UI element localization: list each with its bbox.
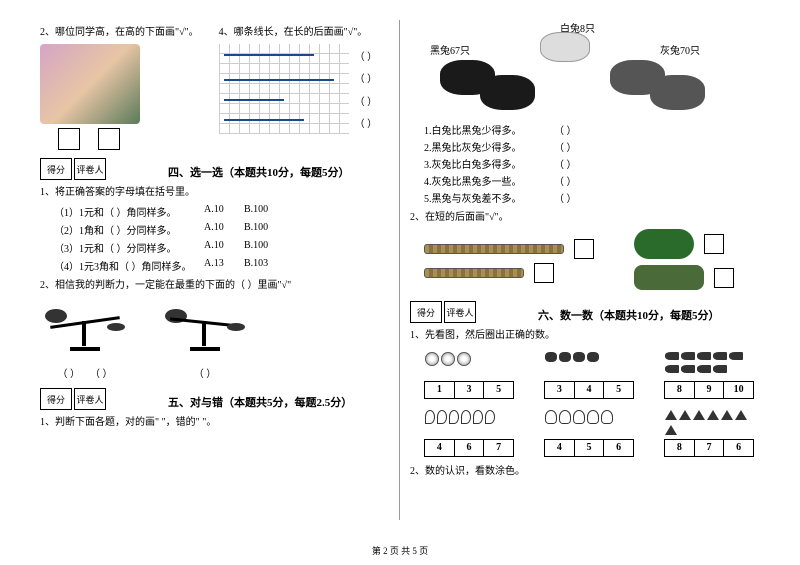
q4-2-text: 2、相信我的判断力，一定能在最重的下面的（ ）里画"√" [40,279,389,293]
crocodile-icon [634,265,704,290]
answer-box[interactable] [714,268,734,288]
section-5-header: 得分 评卷人 五、对与错（本题共5分，每题2.5分） [40,388,389,410]
triangles-icon [664,409,754,437]
true-false-list: 1.白兔比黑兔少得多。（ ） 2.黑兔比灰兔少得多。（ ） 3.灰兔比白兔多得多… [424,122,760,205]
q2-text: 2、哪位同学高，在高的下面画"√"。 [40,26,199,40]
white-rabbit-icon [540,32,590,62]
answer-box[interactable] [574,239,594,259]
option-row: （1）1元和（ ）角同样多。A.10B.100 [54,204,389,219]
answer-box[interactable] [58,128,80,150]
snake-icon [634,229,694,259]
question-4-lines: 4、哪条线长，在长的后面画"√"。 （ ） （ ） （ [219,20,378,150]
grader-cell: 评卷人 [444,301,476,323]
q6-1-text: 1、先看图，然后圈出正确的数。 [410,329,760,343]
grader-cell: 评卷人 [74,158,106,180]
count-item: 467 [424,409,514,457]
right-column: 白兔8只 黑兔67只 灰兔70只 1.白兔比黑兔少得多。（ ） 2.黑兔比灰兔少… [400,20,770,520]
paren-column: （ ） （ ） （ ） （ ） [355,44,378,134]
scale-1: （ ）（ ） [40,301,130,380]
option-row: （2）1角和（ ）分同样多。A.10B.100 [54,222,389,237]
q6-2-text: 2、数的认识，看数涂色。 [410,465,760,479]
score-cell: 得分 [410,301,442,323]
flowers-icon [424,351,514,379]
count-item: 456 [544,409,634,457]
kids-image [40,44,140,124]
leaves-icon [424,409,514,437]
bees-icon [544,351,634,379]
rabbits-diagram: 白兔8只 黑兔67只 灰兔70只 [410,20,760,120]
score-cell: 得分 [40,388,72,410]
paren[interactable]: （ ） [355,115,378,130]
q4-text: 4、哪条线长，在长的后面画"√"。 [219,26,378,40]
section-4-title: 四、选一选（本题共10分，每题5分） [168,164,350,180]
q5-1-text: 1、判断下面各题，对的画" "，错的" "。 [40,416,389,430]
q2-short-text: 2、在短的后面画"√"。 [410,211,760,225]
page-footer: 第 2 页 共 5 页 [0,544,800,557]
paren[interactable]: （ ） [355,48,378,63]
scale-2: （ ） [160,301,250,380]
gray-rabbit-icon [650,75,705,110]
count-item: 8910 [664,351,754,399]
gray-rabbit-label: 灰兔70只 [660,42,700,57]
black-rabbit-icon [480,75,535,110]
section-6-title: 六、数一数（本题共10分，每题5分） [538,307,720,323]
paren[interactable]: （ ） [355,93,378,108]
fish-icon [664,351,754,379]
q4-1-text: 1、将正确答案的字母填在括号里。 [40,186,389,200]
count-grid: 135 345 8910 467 456 876 [424,351,760,457]
section-5-title: 五、对与错（本题共5分，每题2.5分） [168,394,352,410]
section-4-header: 得分 评卷人 四、选一选（本题共10分，每题5分） [40,158,389,180]
question-2-tall: 2、哪位同学高，在高的下面画"√"。 [40,20,199,150]
score-cell: 得分 [40,158,72,180]
answer-box[interactable] [98,128,120,150]
option-row: （3）1元和（ ）分同样多。A.10B.100 [54,240,389,255]
count-item: 345 [544,351,634,399]
count-item: 135 [424,351,514,399]
section-6-header: 得分 评卷人 六、数一数（本题共10分，每题5分） [410,301,760,323]
stick-long [424,244,564,254]
sticks-compare [424,235,594,287]
count-item: 876 [664,409,754,457]
stick-short [424,268,524,278]
grader-cell: 评卷人 [74,388,106,410]
line-grid [219,44,349,134]
left-column: 2、哪位同学高，在高的下面画"√"。 4、哪条线长，在长的后面画"√"。 [30,20,400,520]
answer-box[interactable] [534,263,554,283]
black-rabbit-label: 黑兔67只 [430,42,470,57]
answer-box[interactable] [704,234,724,254]
garlic-icon [544,409,634,437]
paren[interactable]: （ ） [355,70,378,85]
scales-row: （ ）（ ） （ ） [40,301,389,380]
animals-compare [634,229,734,293]
option-row: （4）1元3角和（ ）角同样多。A.13B.103 [54,258,389,273]
